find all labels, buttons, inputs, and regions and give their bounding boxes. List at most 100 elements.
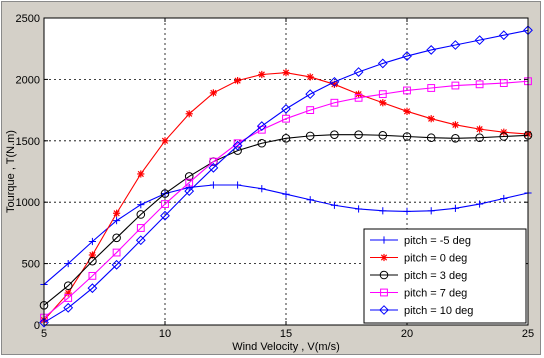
data-point <box>111 259 122 270</box>
legend-marker <box>379 305 389 315</box>
data-point <box>232 140 243 151</box>
data-point <box>256 121 267 131</box>
data-point <box>184 186 195 197</box>
y-tick-label: 1500 <box>16 136 40 148</box>
data-point <box>88 271 97 280</box>
data-point <box>499 132 509 141</box>
data-point <box>306 106 315 114</box>
legend-label: pitch = -5 deg <box>404 235 471 247</box>
series-4 <box>39 25 533 328</box>
data-point <box>136 224 145 232</box>
y-axis-label: Tourque , T(N.m) <box>5 130 17 213</box>
legend-label: pitch = 10 deg <box>404 305 473 317</box>
y-tick-label: 1000 <box>16 197 40 209</box>
data-point <box>88 256 97 266</box>
data-point <box>354 130 363 139</box>
data-point <box>475 133 484 143</box>
data-point <box>39 317 49 328</box>
data-point <box>208 162 219 173</box>
x-tick-label: 15 <box>280 328 292 340</box>
data-point <box>137 170 145 178</box>
data-point <box>402 51 412 61</box>
legend-label: pitch = 3 deg <box>404 270 467 282</box>
data-point <box>88 251 96 259</box>
series-0 <box>40 181 532 289</box>
data-point <box>474 35 485 46</box>
data-point <box>63 302 74 313</box>
data-point <box>209 89 217 97</box>
data-point <box>378 130 388 140</box>
axis-ticks: 5 10 15 20 25 0 500 1000 1500 2000 2500 <box>16 13 535 340</box>
data-point <box>499 79 508 87</box>
data-point <box>161 200 169 208</box>
data-point <box>329 76 340 87</box>
data-point <box>377 58 388 69</box>
legend-item: pitch = 0 deg <box>370 253 467 265</box>
x-tick-label: 20 <box>401 328 413 340</box>
data-point <box>282 114 290 123</box>
y-tick-label: 500 <box>22 259 40 271</box>
data-point <box>88 237 96 246</box>
data-point <box>64 260 72 268</box>
data-point <box>451 81 460 90</box>
data-point <box>113 209 121 217</box>
data-point <box>258 185 266 193</box>
data-point <box>330 98 339 107</box>
data-point <box>379 207 387 215</box>
series-line <box>43 29 529 324</box>
data-point <box>112 233 121 243</box>
data-point <box>306 73 314 81</box>
data-point <box>305 131 315 141</box>
data-point <box>209 181 217 189</box>
series-1 <box>40 69 532 324</box>
data-point <box>476 125 484 133</box>
data-point <box>184 172 194 181</box>
data-point <box>161 137 169 145</box>
data-point <box>113 217 121 225</box>
data-point <box>403 207 411 216</box>
data-point <box>355 205 363 213</box>
legend-marker <box>380 288 388 297</box>
data-point <box>451 204 459 212</box>
x-axis-label: Wind Velocity , V(m/s) <box>232 341 340 353</box>
data-point <box>354 93 363 102</box>
legend-box <box>363 228 527 324</box>
data-point <box>87 283 98 294</box>
data-point <box>353 67 364 77</box>
data-point <box>426 45 437 55</box>
series-line <box>43 134 529 306</box>
data-point <box>379 99 387 107</box>
legend-item: pitch = 10 deg <box>370 305 473 317</box>
data-point <box>450 40 461 50</box>
legend-marker <box>380 236 388 244</box>
x-tick-label: 5 <box>41 328 47 340</box>
data-point <box>160 189 170 198</box>
data-point <box>63 281 73 291</box>
data-point <box>451 121 459 129</box>
data-point <box>476 200 484 208</box>
series-3 <box>40 77 532 322</box>
data-point <box>330 201 338 209</box>
legend-item: pitch = 3 deg <box>370 270 467 282</box>
data-point <box>427 84 436 92</box>
data-point <box>185 178 194 187</box>
data-point <box>426 133 436 143</box>
data-point <box>451 134 460 143</box>
legend-marker <box>380 253 388 262</box>
data-point <box>427 115 435 123</box>
y-tick-label: 2000 <box>16 74 40 86</box>
legend-label: pitch = 7 deg <box>404 288 467 300</box>
legend-item: pitch = -5 deg <box>370 235 471 247</box>
data-point <box>281 134 291 143</box>
data-point <box>330 130 339 139</box>
data-point <box>403 107 411 115</box>
data-point <box>258 70 266 79</box>
x-tick-label: 25 <box>522 328 534 340</box>
data-point <box>64 294 73 302</box>
data-point <box>257 138 267 148</box>
data-point <box>282 69 290 77</box>
legend: pitch = -5 deg pitch = 0 deg pitch = 3 deg… <box>363 228 527 324</box>
data-point <box>305 89 316 100</box>
